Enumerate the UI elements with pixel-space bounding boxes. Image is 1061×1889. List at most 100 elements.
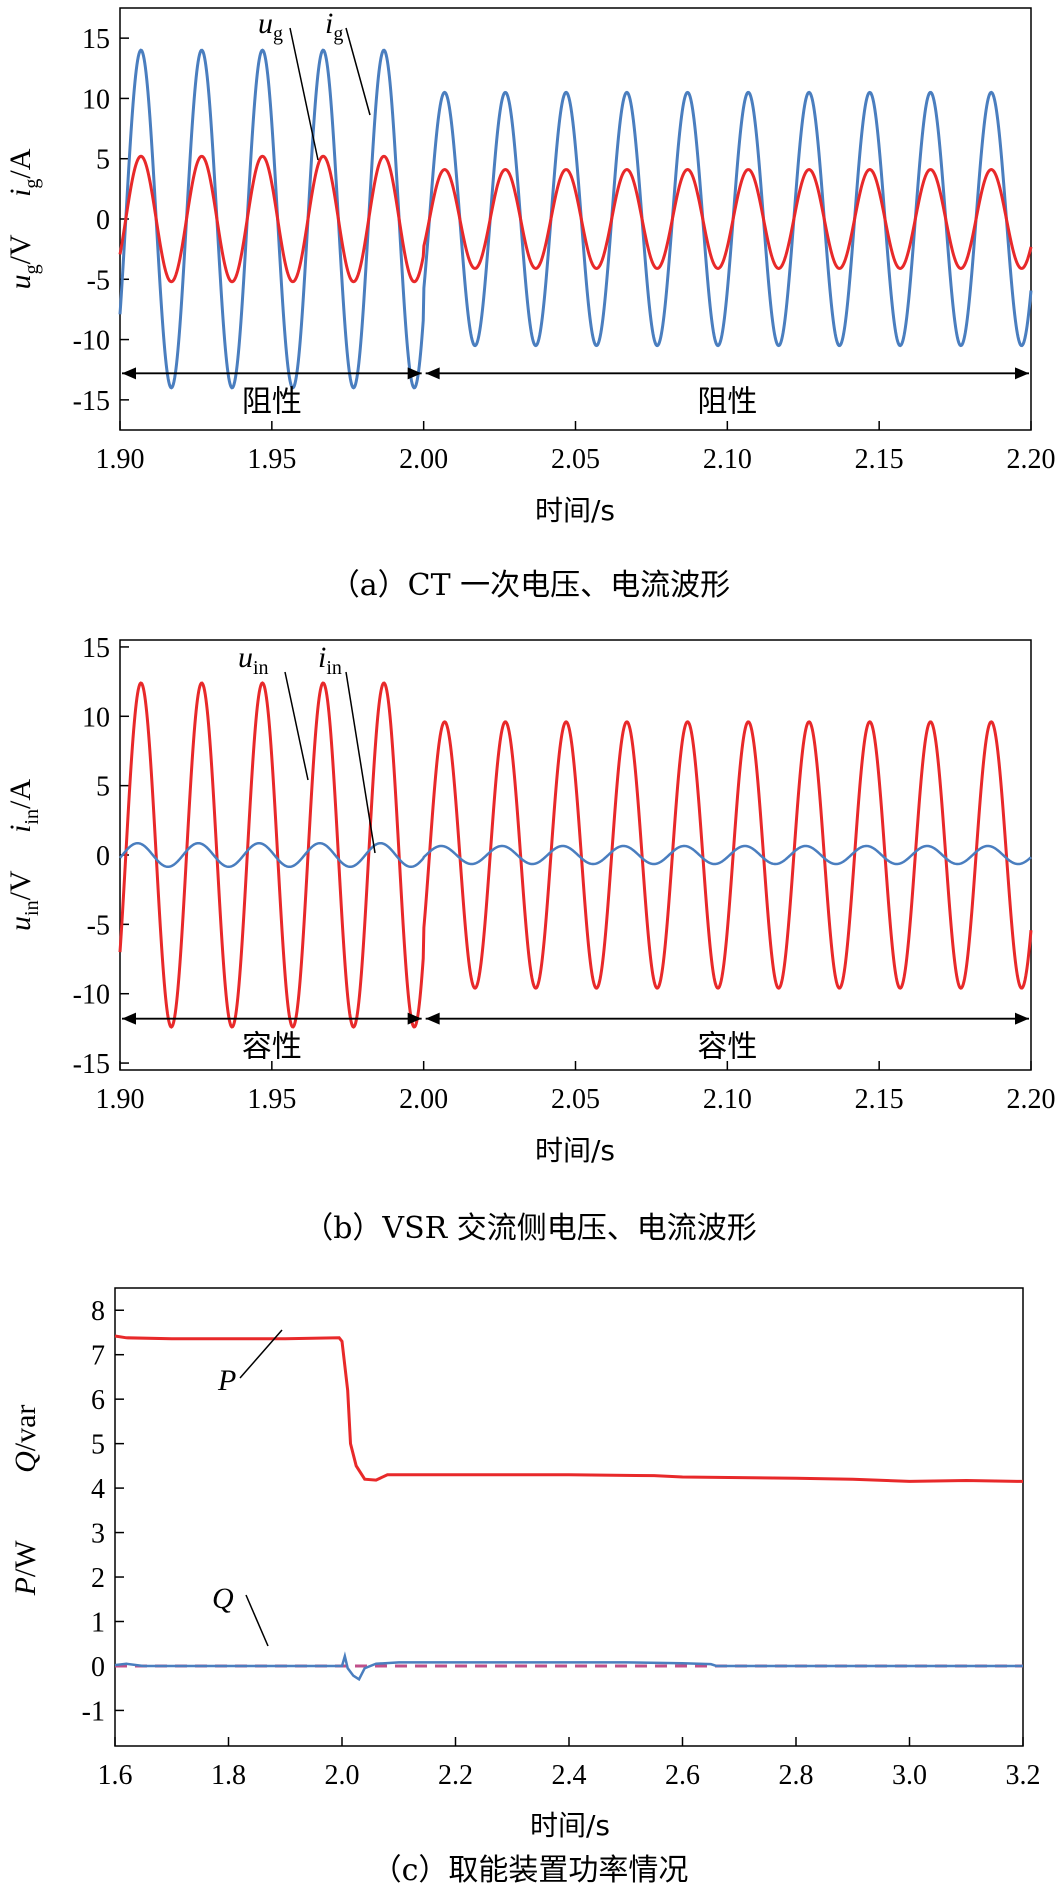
- x-tick-label: 2.00: [399, 444, 448, 475]
- series-u-g-line: [118, 48, 1033, 390]
- annotation-Q: Q: [212, 1582, 234, 1615]
- panel-b-x-ticks: 1.90 1.95 2.00 2.05 2.10 2.15 2.20: [96, 1061, 1056, 1115]
- panel-b-ylabel-bottom-sub: in: [21, 900, 43, 916]
- y-tick-label: 0: [96, 205, 110, 236]
- x-tick-label: 2.20: [1007, 444, 1056, 475]
- annotation-i-g: ig: [325, 7, 343, 45]
- x-tick-label: 2.4: [552, 1760, 587, 1791]
- panel-a-ylabel: ug/V ig/A: [4, 148, 43, 289]
- panel-a-ylabel-top: i: [4, 189, 37, 197]
- annotation-u-in-leader: [284, 671, 309, 781]
- annotation-Q-leader: [245, 1594, 269, 1647]
- y-tick-label: 7: [91, 1341, 105, 1372]
- panel-a-x-ticks: 1.90 1.95 2.00 2.05 2.10 2.15 2.20: [96, 421, 1056, 475]
- x-tick-label: 1.95: [247, 444, 296, 475]
- annotation-u-g: ug: [258, 7, 283, 45]
- x-tick-label: 1.95: [247, 1084, 296, 1115]
- annotation-u-g-leader: [289, 27, 319, 161]
- y-tick-label: 10: [82, 84, 110, 115]
- region-label: 阻性: [697, 384, 757, 419]
- annotation-i-g-leader: [345, 27, 371, 116]
- region-arrowhead-right: [1015, 367, 1029, 380]
- panel-b-y-ticks: 15 10 5 0 -5 -10 -15: [73, 633, 129, 1080]
- y-tick-label: 15: [82, 24, 110, 55]
- x-tick-label: 2.10: [703, 1084, 752, 1115]
- y-tick-label: 5: [96, 772, 110, 803]
- panel-a-caption: （a）CT 一次电压、电流波形: [330, 568, 730, 603]
- x-tick-label: 2.00: [399, 1084, 448, 1115]
- panel-a-ylabel-bottom: u: [4, 274, 37, 289]
- y-tick-label: -15: [73, 386, 110, 417]
- panel-a-ylabel-top-sub: g: [21, 179, 43, 189]
- annotation-i-in: iin: [318, 641, 342, 679]
- annotation-P: P: [217, 1364, 236, 1397]
- y-tick-label: 4: [91, 1474, 105, 1505]
- y-tick-label: 1: [91, 1607, 105, 1638]
- x-tick-label: 2.6: [665, 1760, 700, 1791]
- y-tick-label: 5: [96, 145, 110, 176]
- y-tick-label: -10: [73, 326, 110, 357]
- region-arrowhead-right: [1015, 1012, 1029, 1025]
- region-arrowhead-right: [407, 1012, 422, 1025]
- annotation-i-in-leader: [345, 671, 376, 854]
- panel-a-ylabel-bottom-unit: /V: [4, 234, 37, 264]
- y-tick-label: 5: [91, 1430, 105, 1461]
- panel-a-xlabel: 时间/s: [535, 494, 615, 527]
- panel-b-ylabel-top-sub: in: [21, 809, 43, 825]
- y-tick-label: 6: [91, 1385, 105, 1416]
- panel-b-ylabel-top-unit: /A: [4, 779, 37, 809]
- panel-c-frame: [114, 1287, 1024, 1747]
- region-label: 阻性: [242, 384, 302, 419]
- series-i-in-line: [119, 841, 1032, 869]
- y-tick-label: 3: [91, 1519, 105, 1550]
- panel-b-regions: 容性 容性: [122, 1012, 1029, 1065]
- x-tick-label: 1.6: [98, 1760, 133, 1791]
- region-label: 容性: [242, 1030, 302, 1065]
- panel-c-ylabel: P/W Q/var: [9, 1405, 42, 1597]
- series-P-line: [114, 1334, 1024, 1483]
- annotation-P-leader: [239, 1329, 283, 1379]
- region-label: 容性: [697, 1030, 757, 1065]
- x-tick-label: 3.0: [892, 1760, 927, 1791]
- x-tick-label: 1.8: [211, 1760, 246, 1791]
- y-tick-label: 10: [82, 702, 110, 733]
- panel-c-ylabel-bottom-unit: /W: [9, 1540, 42, 1577]
- panel-c-ylabel-top: Q: [9, 1451, 42, 1473]
- panel-b-caption: （b）VSR 交流侧电压、电流波形: [303, 1211, 757, 1246]
- y-tick-label: 15: [82, 633, 110, 664]
- x-tick-label: 1.90: [96, 1084, 145, 1115]
- panel-a-ylabel-top-unit: /A: [4, 148, 37, 178]
- x-tick-label: 1.90: [96, 444, 145, 475]
- x-tick-label: 2.0: [325, 1760, 360, 1791]
- panel-b: 15 10 5 0 -5 -10 -15 1.90 1.95 2.00 2.05 2.10 2.15 2…: [4, 633, 1056, 1246]
- y-tick-label: 0: [96, 841, 110, 872]
- y-tick-label: 0: [91, 1652, 105, 1683]
- panel-b-ylabel: uin/V iin/A: [4, 779, 43, 931]
- series-Q-line: [114, 1651, 1023, 1682]
- x-tick-label: 2.2: [438, 1760, 473, 1791]
- region-arrowhead-left: [122, 1012, 136, 1025]
- x-tick-label: 2.05: [551, 444, 600, 475]
- panel-b-ylabel-bottom: u: [4, 916, 37, 931]
- x-tick-label: 2.20: [1007, 1084, 1056, 1115]
- panel-a-ylabel-bottom-sub: g: [21, 264, 43, 274]
- x-tick-label: 3.2: [1006, 1760, 1041, 1791]
- y-tick-label: 8: [91, 1296, 105, 1327]
- panel-b-ylabel-bottom-unit: /V: [4, 870, 37, 900]
- panel-a-regions: 阻性 阻性: [122, 367, 1029, 419]
- y-tick-label: 2: [91, 1563, 105, 1594]
- y-tick-label: -5: [87, 910, 110, 941]
- panel-c-xlabel: 时间/s: [530, 1809, 610, 1842]
- region-arrowhead-left: [425, 1012, 440, 1025]
- series-u-in-line: [118, 681, 1033, 1029]
- y-tick-label: -10: [73, 980, 110, 1011]
- series-i-g-line: [118, 154, 1033, 284]
- annotation-u-in: uin: [238, 641, 269, 679]
- y-tick-label: -5: [87, 265, 110, 296]
- x-tick-label: 2.10: [703, 444, 752, 475]
- panel-b-xlabel: 时间/s: [535, 1134, 615, 1167]
- panel-c-ylabel-bottom: P: [9, 1577, 42, 1596]
- region-arrowhead-left: [425, 367, 440, 380]
- region-arrowhead-right: [407, 367, 422, 380]
